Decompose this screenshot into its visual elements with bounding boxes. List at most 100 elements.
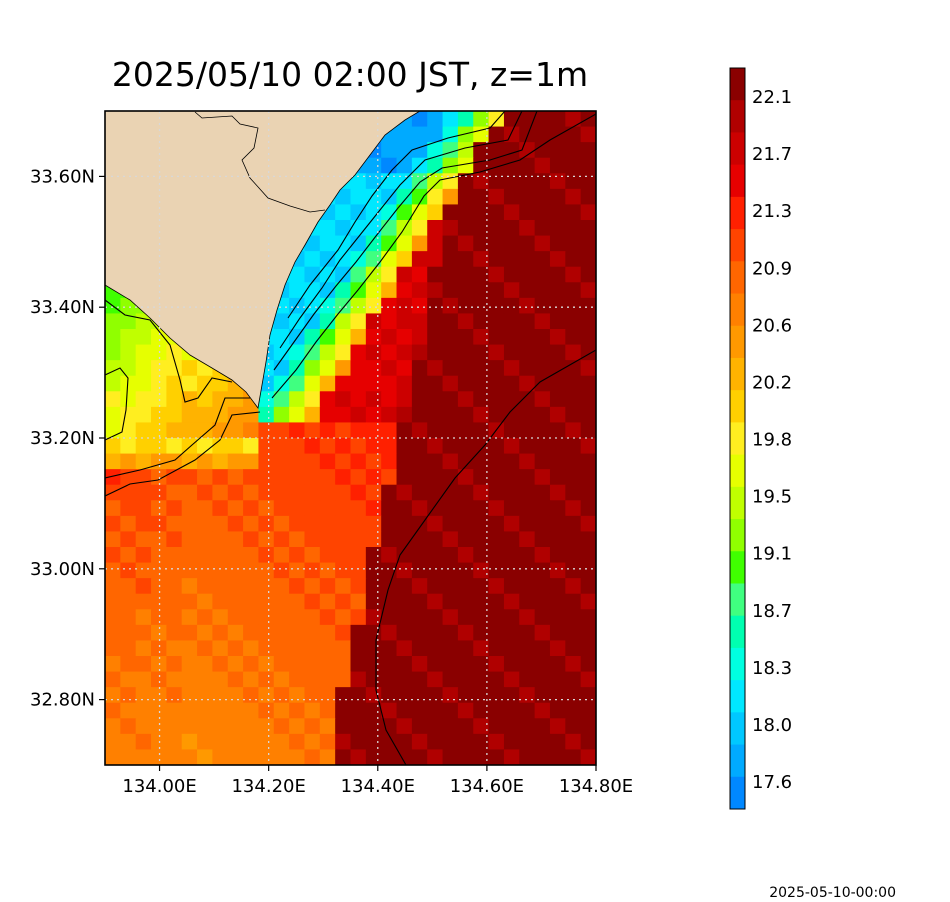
temperature-cell <box>197 578 213 595</box>
temperature-cell <box>197 687 213 704</box>
temperature-cell <box>580 469 596 486</box>
temperature-cell <box>503 173 520 190</box>
temperature-cell <box>580 438 596 455</box>
temperature-cell <box>457 531 474 548</box>
temperature-cell <box>427 484 444 501</box>
temperature-cell <box>565 640 582 657</box>
isotherm-line <box>273 111 538 371</box>
temperature-cell <box>227 500 244 517</box>
temperature-cell <box>427 157 444 174</box>
temperature-cell <box>181 718 198 735</box>
temperature-cell <box>243 702 260 719</box>
temperature-cell <box>197 718 213 735</box>
temperature-cell <box>350 578 367 595</box>
temperature-cell <box>442 266 459 283</box>
temperature-cell <box>534 173 551 190</box>
temperature-cell <box>457 500 474 517</box>
temperature-cell <box>396 391 413 408</box>
temperature-cell <box>427 515 444 533</box>
temperature-cell <box>181 733 198 751</box>
temperature-cell <box>135 718 152 735</box>
temperature-cell <box>243 422 260 439</box>
temperature-cell <box>273 515 290 533</box>
temperature-cell <box>488 329 505 346</box>
temperature-cell <box>427 282 444 299</box>
temperature-cell <box>381 702 398 719</box>
temperature-cell <box>565 749 582 765</box>
temperature-cell <box>227 718 244 735</box>
temperature-cell <box>304 344 321 361</box>
temperature-cell <box>457 609 474 626</box>
temperature-cell <box>503 282 520 299</box>
temperature-cell <box>503 718 520 735</box>
temperature-cell <box>519 188 536 206</box>
temperature-cell <box>473 640 490 657</box>
temperature-cell <box>365 562 382 579</box>
temperature-cell <box>304 547 321 564</box>
temperature-cell <box>135 593 152 610</box>
colorbar-tick-label: 18.3 <box>752 658 792 679</box>
temperature-cell <box>365 297 382 315</box>
temperature-cell <box>411 188 428 206</box>
temperature-cell <box>396 173 413 190</box>
temperature-cell <box>335 391 352 408</box>
temperature-cell <box>227 624 244 642</box>
temperature-cell <box>135 329 152 346</box>
temperature-cell <box>565 220 582 237</box>
temperature-cell <box>304 469 321 486</box>
temperature-cell <box>442 142 459 159</box>
temperature-cell <box>396 126 413 143</box>
temperature-cell <box>381 500 398 517</box>
temperature-cell <box>396 266 413 283</box>
colorbar-band <box>730 164 745 198</box>
temperature-cell <box>365 469 382 486</box>
temperature-cell <box>166 500 183 517</box>
temperature-cell <box>580 609 596 626</box>
temperature-cell <box>534 500 551 517</box>
temperature-cell <box>319 500 336 517</box>
colorbar-band <box>730 100 745 133</box>
temperature-cell <box>197 671 213 688</box>
temperature-cell <box>580 391 596 408</box>
temperature-cell <box>427 547 444 564</box>
temperature-cell <box>534 547 551 564</box>
temperature-cell <box>350 484 367 501</box>
temperature-cell <box>519 220 536 237</box>
temperature-cell <box>411 173 428 190</box>
temperature-cell <box>381 733 398 751</box>
temperature-cell <box>105 406 121 424</box>
temperature-cell <box>335 593 352 610</box>
temperature-cell <box>365 235 382 252</box>
temperature-cell <box>105 515 121 533</box>
temperature-cell <box>565 593 582 610</box>
temperature-cell <box>427 406 444 424</box>
temperature-cell <box>565 515 582 533</box>
temperature-cell <box>473 671 490 688</box>
temperature-cell <box>427 702 444 719</box>
temperature-cell <box>411 142 428 159</box>
temperature-cell <box>166 656 183 673</box>
temperature-cell <box>350 173 367 190</box>
temperature-cell <box>258 687 275 704</box>
temperature-cell <box>442 188 459 206</box>
temperature-cell <box>227 593 244 610</box>
temperature-cell <box>350 438 367 455</box>
temperature-cell <box>534 624 551 642</box>
temperature-cell <box>289 297 306 315</box>
temperature-cell <box>457 126 474 143</box>
temperature-cell <box>212 702 229 719</box>
temperature-cell <box>212 391 229 408</box>
temperature-cell <box>519 111 536 128</box>
temperature-cell <box>243 640 260 657</box>
temperature-cell <box>197 609 213 626</box>
isotherm-line <box>279 111 523 349</box>
map-title: 2025/05/10 02:00 JST, z=1m <box>112 55 588 94</box>
temperature-cell <box>519 656 536 673</box>
temperature-cell <box>442 360 459 377</box>
temperature-cell <box>457 438 474 455</box>
temperature-cell <box>534 531 551 548</box>
temperature-cell <box>396 484 413 501</box>
temperature-cell <box>473 266 490 283</box>
temperature-cell <box>549 235 566 252</box>
temperature-cell <box>289 640 306 657</box>
